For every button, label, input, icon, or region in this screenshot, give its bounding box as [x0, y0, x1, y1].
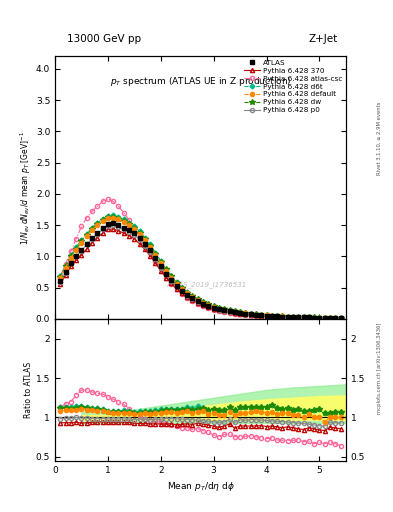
Pythia 6.428 370 [232, 310, 237, 316]
Pythia 6.428 p0 [232, 309, 237, 315]
Pythia 6.428 370 [58, 281, 62, 287]
Pythia 6.428 default [338, 315, 343, 321]
Pythia 6.428 d6t [58, 273, 62, 280]
Pythia 6.428 atlas-csc [227, 310, 232, 316]
Pythia 6.428 370 [217, 307, 221, 313]
Pythia 6.428 dw [232, 308, 237, 314]
Pythia 6.428 dw [217, 305, 221, 311]
Line: ATLAS: ATLAS [58, 221, 343, 320]
Pythia 6.428 default [227, 308, 232, 314]
Line: Pythia 6.428 d6t: Pythia 6.428 d6t [59, 214, 342, 319]
Pythia 6.428 dw [253, 311, 258, 317]
Pythia 6.428 dw [106, 214, 110, 220]
Pythia 6.428 d6t [232, 308, 237, 314]
Pythia 6.428 p0 [338, 315, 343, 321]
Text: Z+Jet: Z+Jet [309, 33, 338, 44]
Pythia 6.428 p0 [111, 222, 116, 228]
Pythia 6.428 d6t [106, 212, 110, 219]
Pythia 6.428 atlas-csc [217, 308, 221, 314]
Legend: ATLAS, Pythia 6.428 370, Pythia 6.428 atlas-csc, Pythia 6.428 d6t, Pythia 6.428 : ATLAS, Pythia 6.428 370, Pythia 6.428 at… [242, 58, 343, 115]
Pythia 6.428 atlas-csc [253, 313, 258, 319]
Pythia 6.428 default [217, 306, 221, 312]
X-axis label: Mean $p_T$/d$\eta$ d$\phi$: Mean $p_T$/d$\eta$ d$\phi$ [167, 480, 234, 493]
Pythia 6.428 dw [169, 273, 174, 280]
Pythia 6.428 p0 [106, 223, 110, 229]
Pythia 6.428 atlas-csc [232, 311, 237, 317]
Pythia 6.428 dw [338, 315, 343, 321]
Pythia 6.428 default [106, 215, 110, 221]
Pythia 6.428 default [253, 311, 258, 317]
Pythia 6.428 p0 [253, 312, 258, 318]
Pythia 6.428 default [58, 275, 62, 281]
Text: Rivet 3.1.10, ≥ 2.9M events: Rivet 3.1.10, ≥ 2.9M events [377, 101, 382, 175]
Line: Pythia 6.428 default: Pythia 6.428 default [58, 216, 343, 320]
ATLAS [338, 315, 343, 321]
Pythia 6.428 atlas-csc [169, 281, 174, 287]
Pythia 6.428 d6t [111, 212, 116, 218]
Pythia 6.428 dw [58, 274, 62, 280]
Pythia 6.428 p0 [58, 279, 62, 285]
Pythia 6.428 d6t [338, 315, 343, 321]
Pythia 6.428 p0 [227, 309, 232, 315]
Pythia 6.428 dw [111, 214, 116, 220]
Pythia 6.428 p0 [169, 278, 174, 284]
Pythia 6.428 d6t [227, 307, 232, 313]
Pythia 6.428 370 [253, 312, 258, 318]
ATLAS [169, 277, 174, 283]
ATLAS [217, 306, 221, 312]
Pythia 6.428 atlas-csc [58, 273, 62, 280]
ATLAS [58, 279, 62, 285]
Pythia 6.428 d6t [217, 305, 221, 311]
Pythia 6.428 dw [227, 307, 232, 313]
Pythia 6.428 370 [169, 280, 174, 286]
ATLAS [106, 221, 110, 227]
Pythia 6.428 d6t [169, 273, 174, 279]
ATLAS [253, 312, 258, 318]
Text: 13000 GeV pp: 13000 GeV pp [67, 33, 141, 44]
Text: $p_T$ spectrum (ATLAS UE in Z production): $p_T$ spectrum (ATLAS UE in Z production… [110, 75, 291, 88]
Pythia 6.428 d6t [253, 311, 258, 317]
Text: mcplots.cern.ch [arXiv:1306.3436]: mcplots.cern.ch [arXiv:1306.3436] [377, 323, 382, 414]
Line: Pythia 6.428 dw: Pythia 6.428 dw [57, 214, 343, 321]
Pythia 6.428 atlas-csc [111, 198, 116, 204]
Pythia 6.428 370 [227, 309, 232, 315]
Line: Pythia 6.428 p0: Pythia 6.428 p0 [58, 223, 343, 320]
Y-axis label: Ratio to ATLAS: Ratio to ATLAS [24, 362, 33, 418]
Pythia 6.428 atlas-csc [338, 315, 343, 322]
Pythia 6.428 p0 [217, 306, 221, 312]
Pythia 6.428 default [111, 215, 116, 221]
ATLAS [227, 308, 232, 314]
Pythia 6.428 370 [111, 226, 116, 232]
Pythia 6.428 atlas-csc [106, 196, 110, 202]
Line: Pythia 6.428 370: Pythia 6.428 370 [58, 227, 343, 320]
ATLAS [232, 309, 237, 315]
Pythia 6.428 default [169, 274, 174, 281]
Line: Pythia 6.428 atlas-csc: Pythia 6.428 atlas-csc [58, 197, 343, 321]
Pythia 6.428 370 [338, 315, 343, 321]
ATLAS [111, 220, 116, 226]
Pythia 6.428 default [232, 309, 237, 315]
Y-axis label: $1/N_{ev}\,dN_{ev}/d$ mean $p_T$ [GeV]$^{-1}$: $1/N_{ev}\,dN_{ev}/d$ mean $p_T$ [GeV]$^… [18, 131, 33, 245]
Text: ATLAS_2019_I1736531: ATLAS_2019_I1736531 [166, 282, 246, 288]
Pythia 6.428 370 [106, 226, 110, 232]
